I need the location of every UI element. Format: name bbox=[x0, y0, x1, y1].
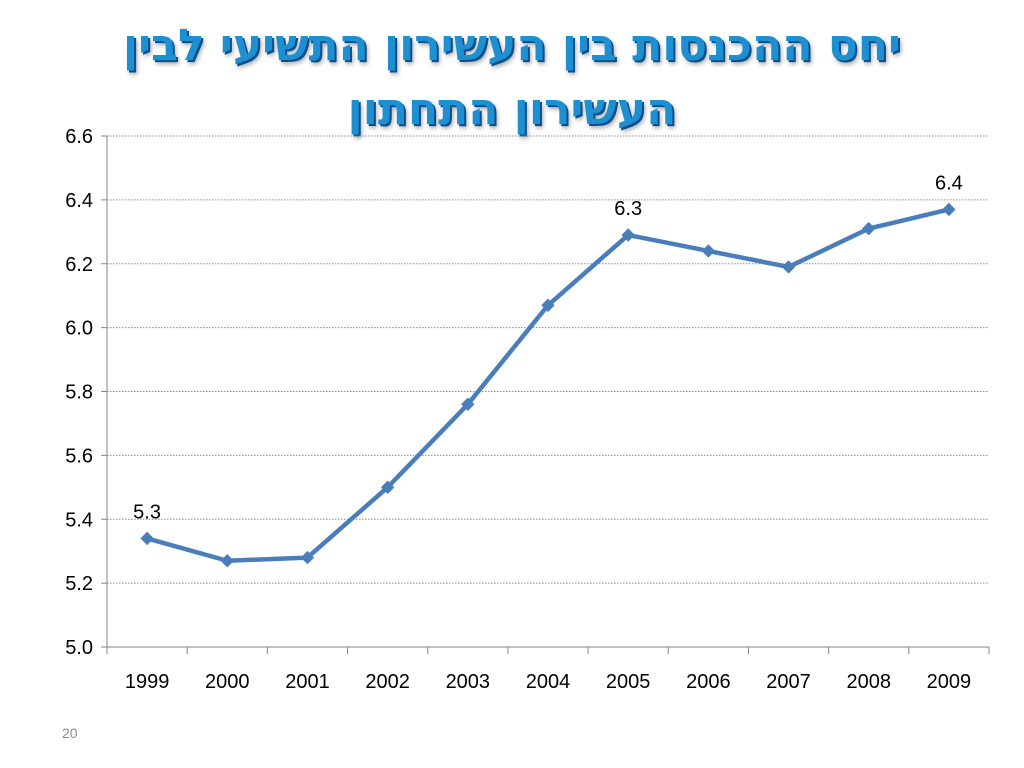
data-point-marker bbox=[220, 554, 234, 568]
x-tick-label: 2007 bbox=[766, 671, 811, 693]
data-point-marker bbox=[621, 228, 635, 242]
data-point-marker bbox=[140, 531, 154, 546]
chart-title: יחס ההכנסות בין העשירון התשיעי לבין העשי… bbox=[123, 20, 901, 135]
y-tick-label: 6.2 bbox=[65, 254, 93, 276]
x-tick-label: 2001 bbox=[285, 671, 330, 693]
y-tick-label: 5.8 bbox=[65, 382, 93, 404]
data-label: 6.3 bbox=[614, 198, 642, 220]
x-tick-label: 2004 bbox=[526, 671, 571, 693]
y-tick-label: 6.6 bbox=[65, 126, 93, 148]
x-tick-label: 2003 bbox=[446, 671, 491, 693]
y-tick-label: 6.0 bbox=[65, 318, 93, 340]
data-point-marker bbox=[461, 397, 475, 411]
x-tick-label: 2006 bbox=[686, 671, 731, 693]
x-tick-label: 2002 bbox=[365, 671, 410, 693]
data-point-marker bbox=[781, 260, 796, 274]
y-tick-label: 6.4 bbox=[65, 190, 93, 212]
page-number: 20 bbox=[62, 725, 78, 741]
x-tick-label: 2009 bbox=[927, 671, 972, 693]
data-label: 5.3 bbox=[133, 501, 161, 523]
data-label: 6.4 bbox=[935, 172, 963, 194]
data-point-marker bbox=[701, 244, 716, 258]
data-point-marker bbox=[862, 221, 876, 236]
data-point-marker bbox=[942, 202, 956, 217]
x-tick-label: 2005 bbox=[606, 671, 651, 693]
data-point-marker bbox=[541, 298, 555, 312]
x-tick-label: 1999 bbox=[125, 671, 170, 693]
y-tick-label: 5.0 bbox=[65, 637, 93, 659]
y-tick-label: 5.6 bbox=[65, 445, 93, 467]
y-tick-label: 5.4 bbox=[65, 509, 93, 531]
x-tick-label: 2000 bbox=[205, 671, 250, 693]
data-point-marker bbox=[300, 550, 315, 565]
data-point-marker bbox=[380, 480, 395, 495]
x-tick-label: 2008 bbox=[846, 671, 891, 693]
series-line bbox=[144, 207, 952, 564]
y-tick-label: 5.2 bbox=[65, 573, 93, 595]
